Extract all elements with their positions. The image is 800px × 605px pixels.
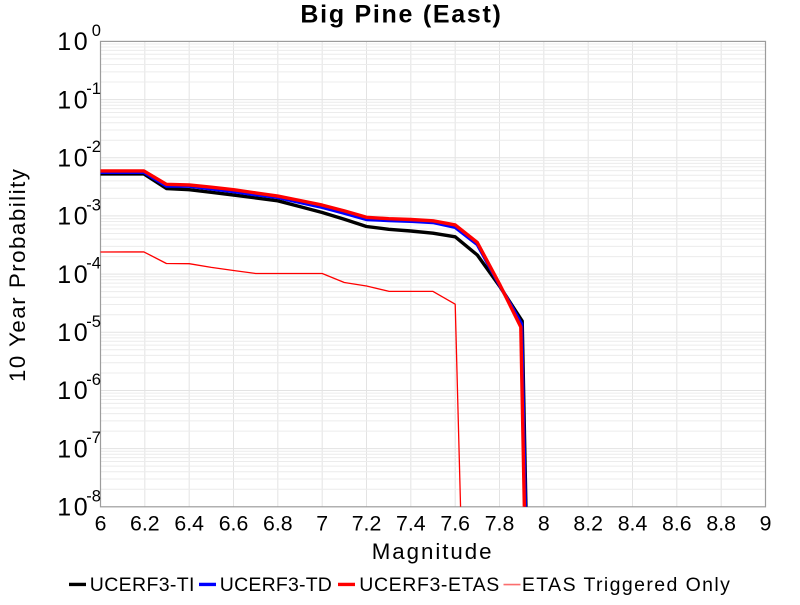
svg-text:9: 9 [760, 512, 772, 536]
svg-text:6: 6 [95, 512, 107, 536]
svg-text:7.8: 7.8 [485, 512, 515, 536]
svg-text:10: 10 [57, 319, 90, 347]
svg-text:10: 10 [57, 377, 90, 405]
svg-text:8.6: 8.6 [662, 512, 692, 536]
svg-text:-4: -4 [86, 255, 101, 273]
svg-text:10: 10 [57, 203, 90, 231]
svg-text:10: 10 [57, 261, 90, 289]
svg-text:-5: -5 [86, 313, 101, 331]
svg-text:8.4: 8.4 [618, 512, 648, 536]
svg-text:0: 0 [92, 22, 101, 40]
svg-text:6.8: 6.8 [263, 512, 293, 536]
svg-text:ETAS Triggered Only: ETAS Triggered Only [522, 574, 731, 596]
svg-text:8.2: 8.2 [573, 512, 603, 536]
svg-text:UCERF3-TI: UCERF3-TI [90, 574, 195, 596]
svg-text:7.4: 7.4 [396, 512, 426, 536]
svg-text:6.6: 6.6 [219, 512, 249, 536]
svg-text:10 Year Probability: 10 Year Probability [5, 168, 30, 382]
svg-text:-7: -7 [86, 429, 101, 447]
svg-text:7.2: 7.2 [352, 512, 382, 536]
svg-text:-1: -1 [86, 80, 101, 98]
svg-text:Magnitude: Magnitude [372, 539, 494, 564]
svg-text:6.2: 6.2 [130, 512, 160, 536]
svg-text:10: 10 [57, 144, 90, 172]
svg-text:8.8: 8.8 [706, 512, 736, 536]
svg-text:8: 8 [538, 512, 550, 536]
svg-text:10: 10 [57, 28, 90, 56]
svg-text:10: 10 [57, 86, 90, 114]
svg-text:UCERF3-ETAS: UCERF3-ETAS [359, 574, 500, 596]
svg-text:-2: -2 [86, 138, 101, 156]
svg-text:UCERF3-TD: UCERF3-TD [220, 574, 332, 596]
svg-text:7.6: 7.6 [440, 512, 470, 536]
svg-text:-3: -3 [86, 196, 101, 214]
svg-text:10: 10 [57, 435, 90, 463]
svg-text:-6: -6 [86, 371, 101, 389]
svg-text:7: 7 [316, 512, 328, 536]
svg-text:10: 10 [57, 494, 90, 522]
svg-text:Big Pine (East): Big Pine (East) [300, 1, 502, 29]
svg-text:6.4: 6.4 [174, 512, 204, 536]
svg-text:-8: -8 [86, 487, 101, 505]
